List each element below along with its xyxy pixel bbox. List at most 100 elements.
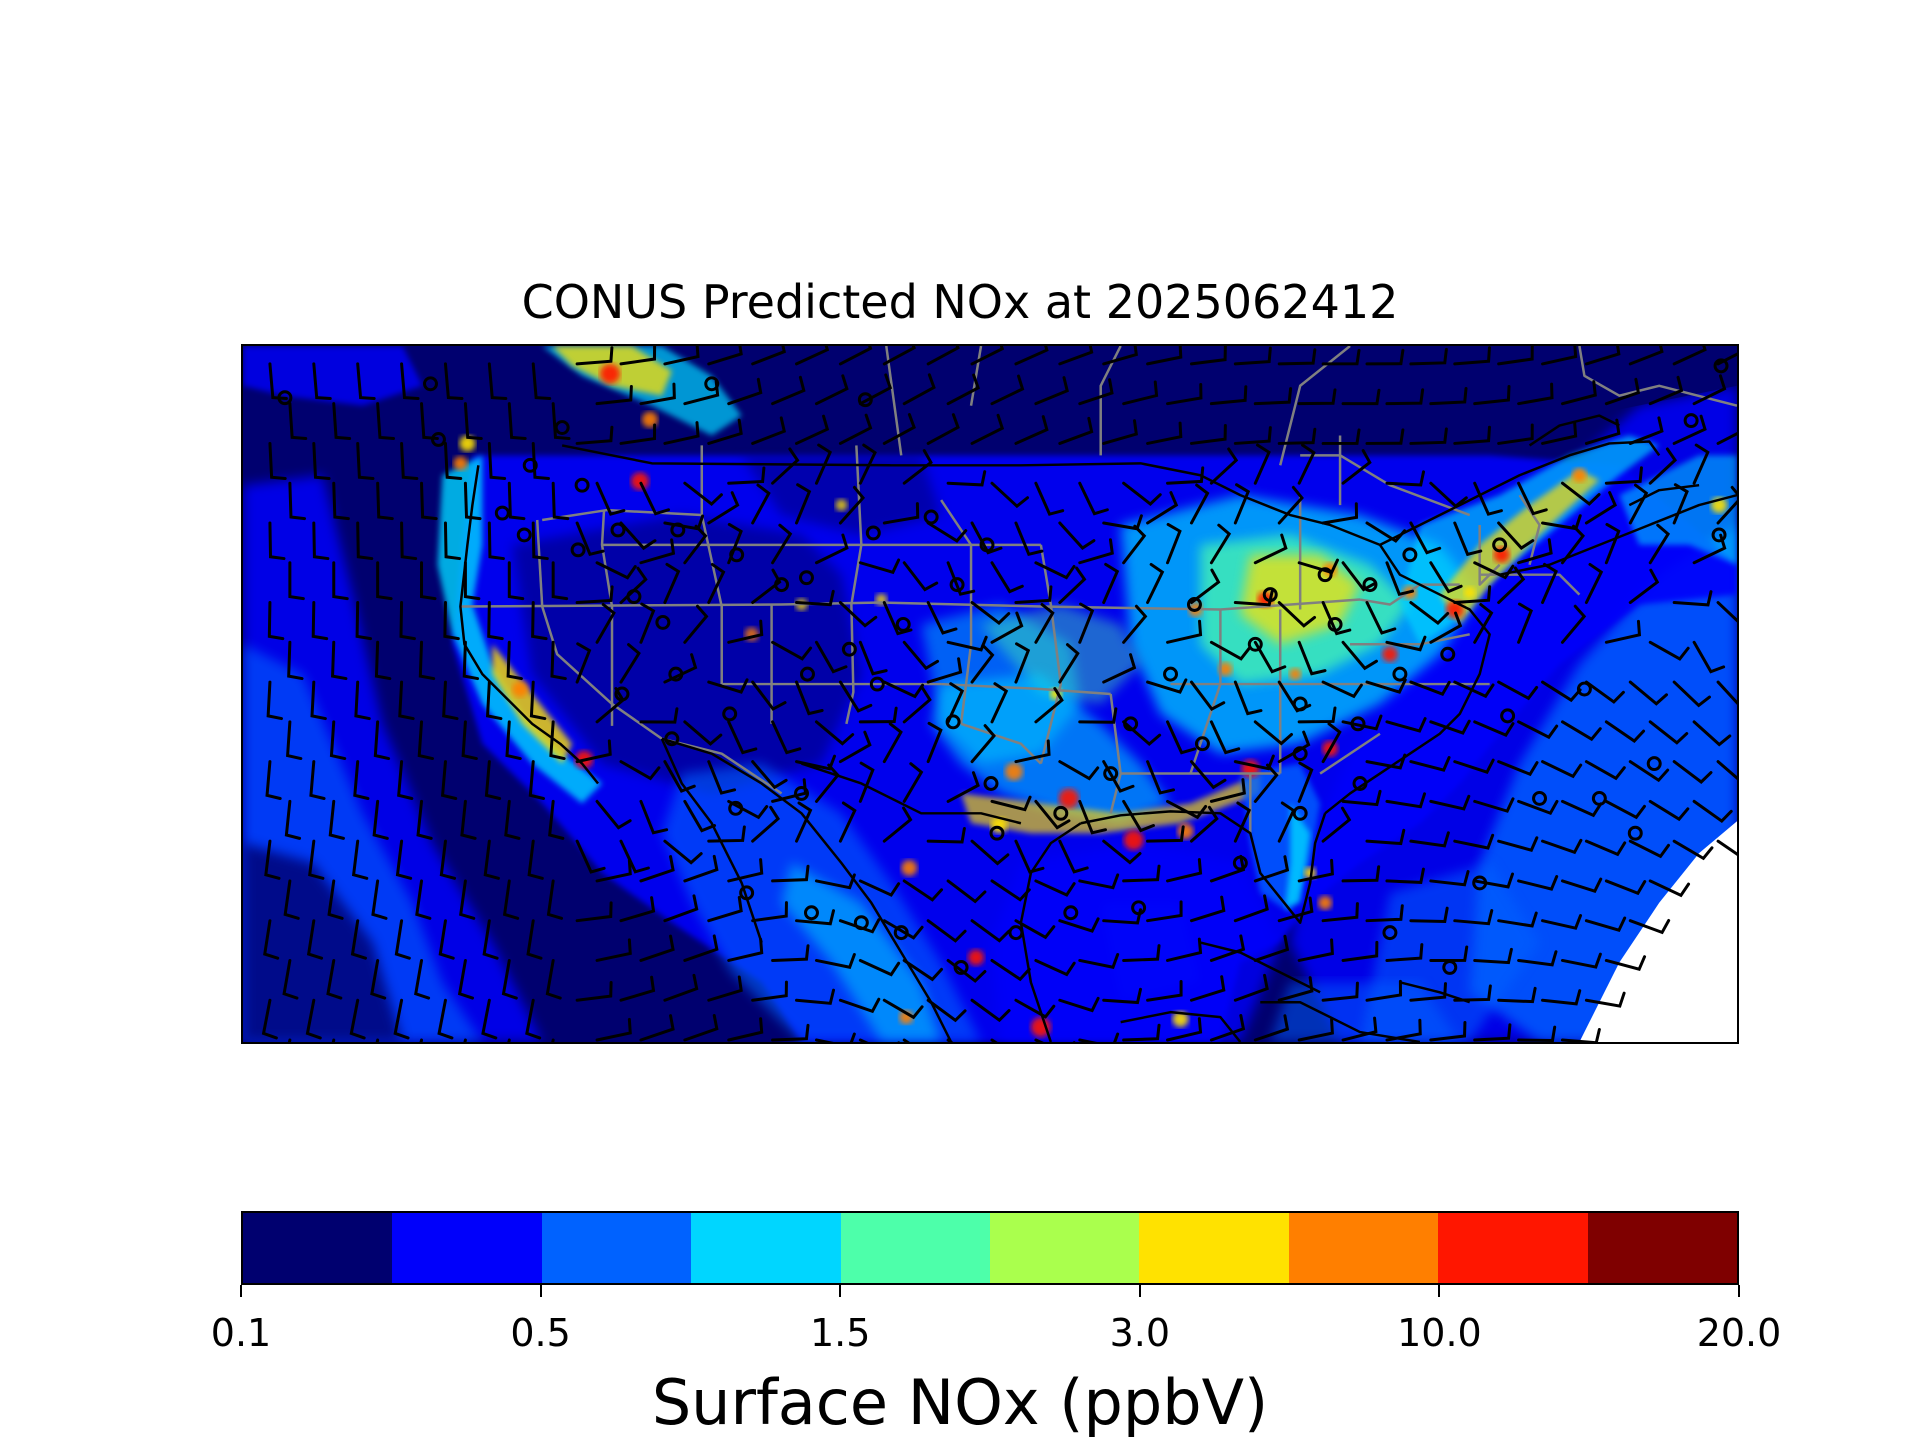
station-marker — [1442, 959, 1458, 975]
wind-barb — [463, 561, 481, 601]
wind-barb — [771, 640, 813, 661]
wind-barb — [751, 568, 782, 605]
station-marker — [574, 477, 590, 493]
wind-barb — [1146, 678, 1188, 694]
wind-barb — [1584, 760, 1626, 781]
wind-barb — [946, 682, 965, 724]
wind-barb — [531, 362, 552, 400]
wind-barb — [595, 799, 632, 830]
wind-barb — [1122, 799, 1155, 833]
wind-barb — [481, 998, 498, 1040]
wind-barb — [1497, 680, 1539, 701]
station-marker — [729, 547, 745, 563]
wind-barb — [1166, 720, 1197, 755]
wind-barb — [1385, 470, 1426, 487]
wind-barb — [1078, 602, 1095, 644]
wind-barb — [1429, 794, 1471, 811]
wind-barb — [683, 934, 719, 962]
wind-barb — [639, 799, 669, 835]
station-marker — [614, 686, 630, 702]
wind-barb — [437, 998, 454, 1040]
wind-barb — [353, 760, 370, 800]
colorbar-segment — [1587, 1213, 1738, 1283]
wind-barb — [838, 601, 878, 628]
station-marker — [728, 800, 744, 816]
wind-barb — [814, 763, 840, 803]
wind-barb — [663, 760, 696, 793]
colorbar-tick-label: 10.0 — [1397, 1311, 1482, 1355]
wind-barb — [1517, 602, 1534, 644]
wind-barb — [1209, 447, 1239, 485]
wind-barb — [575, 642, 592, 684]
wind-barb — [349, 998, 366, 1040]
station-marker — [1402, 547, 1418, 563]
colorbar-segment — [691, 1213, 841, 1283]
wind-barb — [1321, 981, 1359, 1002]
colorbar-label: Surface NOx (ppbV) — [651, 1366, 1269, 1439]
wind-barb — [575, 346, 614, 366]
wind-barb — [1078, 481, 1109, 516]
wind-barb — [619, 423, 657, 445]
wind-barb — [1584, 491, 1618, 525]
wind-barb — [946, 635, 988, 652]
wind-barb — [838, 485, 866, 525]
colorbar-tick-label: 3.0 — [1109, 1311, 1171, 1355]
wind-barb — [1604, 619, 1642, 644]
wind-barb — [549, 720, 566, 761]
wind-barb — [414, 958, 431, 1000]
wind-barb — [1453, 833, 1495, 850]
wind-barb — [858, 443, 877, 485]
colorbar-tick — [539, 1285, 542, 1297]
wind-barb — [1297, 761, 1314, 803]
station-marker — [1232, 855, 1248, 871]
wind-barb — [1517, 382, 1554, 406]
wind-barb — [619, 760, 661, 781]
wind-barb — [463, 402, 483, 440]
wind-barb — [1453, 425, 1491, 445]
wind-barb — [1014, 839, 1045, 874]
wind-barb — [1604, 720, 1646, 743]
wind-barb — [1341, 388, 1381, 406]
wind-barb — [420, 481, 438, 521]
station-marker — [1627, 825, 1643, 841]
station-marker — [1500, 708, 1516, 724]
wind-barb — [727, 1017, 764, 1042]
wind-barb — [1122, 1023, 1161, 1042]
wind-barb — [663, 653, 698, 684]
wind-barb — [1517, 799, 1559, 816]
station-marker — [1472, 875, 1488, 891]
wind-barb — [814, 1032, 856, 1042]
wind-barb — [1277, 730, 1311, 764]
wind-barb — [683, 720, 723, 746]
colorbar-ticks: 0.1 0.5 1.5 3.0 10.0 20.0 — [211, 1285, 1781, 1365]
wind-barb — [1560, 952, 1602, 969]
station-marker — [1194, 736, 1210, 752]
wind-barb — [1146, 979, 1183, 1002]
wind-barb — [1385, 943, 1424, 962]
wind-barb — [440, 760, 458, 800]
wind-barb — [268, 521, 286, 561]
station-marker — [774, 577, 790, 593]
wind-barb — [707, 975, 743, 1002]
station-marker — [1317, 567, 1333, 583]
station-marker — [1350, 716, 1366, 732]
wind-barb — [1253, 855, 1290, 883]
station-marker — [1392, 666, 1408, 682]
wind-barb — [306, 919, 324, 960]
wind-barb — [459, 879, 476, 920]
wind-barb — [683, 481, 723, 507]
wind-barb — [707, 678, 749, 694]
wind-barb — [312, 441, 331, 481]
wind-barb — [1189, 895, 1226, 923]
wind-barb — [457, 958, 474, 1000]
wind-barb — [795, 988, 836, 1005]
wind-barb — [1321, 902, 1359, 923]
wind-barb — [858, 706, 898, 724]
wind-barb — [331, 640, 348, 681]
wind-barb — [707, 825, 746, 843]
wind-barb — [838, 918, 881, 934]
wind-barb — [373, 720, 391, 761]
wind-barb — [312, 362, 332, 400]
wind-barb — [1277, 427, 1317, 445]
wind-barb — [926, 657, 963, 684]
